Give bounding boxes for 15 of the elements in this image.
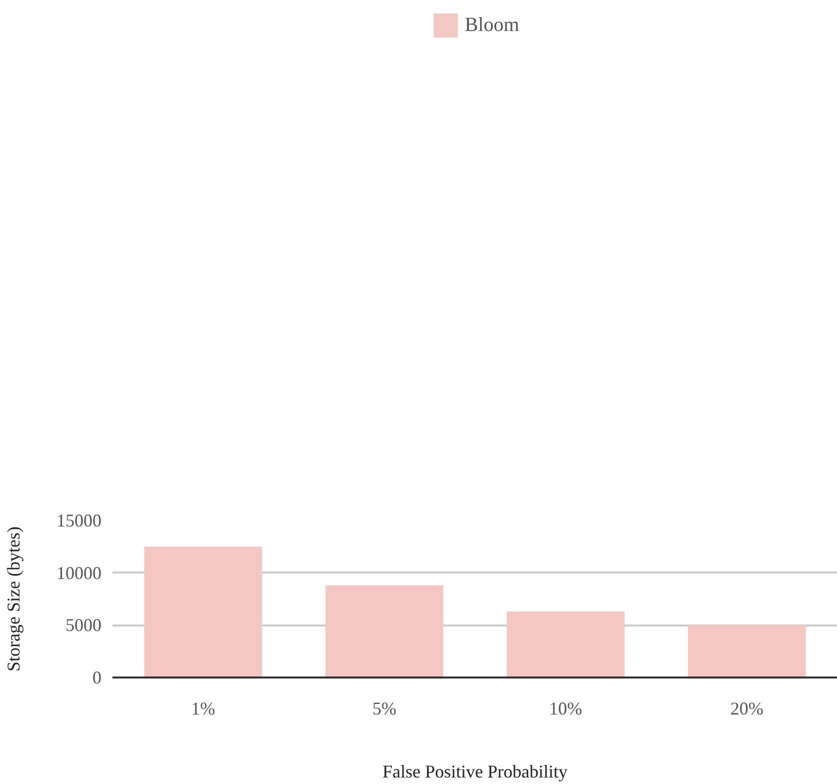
y-tick-label: 10000 <box>56 562 102 583</box>
x-axis-title: False Positive Probability <box>382 762 568 782</box>
y-tick-label: 0 <box>92 668 102 688</box>
x-tick-label: 20% <box>730 698 764 718</box>
bar <box>144 546 262 678</box>
y-tick-label: 15000 <box>56 510 102 530</box>
legend-label: Bloom <box>464 14 520 36</box>
y-axis-title: Storage Size (bytes) <box>4 526 24 672</box>
x-tick-label: 5% <box>372 698 396 718</box>
y-tick-label: 5000 <box>66 615 102 636</box>
bar <box>688 625 806 678</box>
bar <box>506 612 625 678</box>
x-tick-label: 10% <box>549 698 582 718</box>
bar <box>325 585 444 678</box>
x-tick-label: 1% <box>191 698 216 718</box>
